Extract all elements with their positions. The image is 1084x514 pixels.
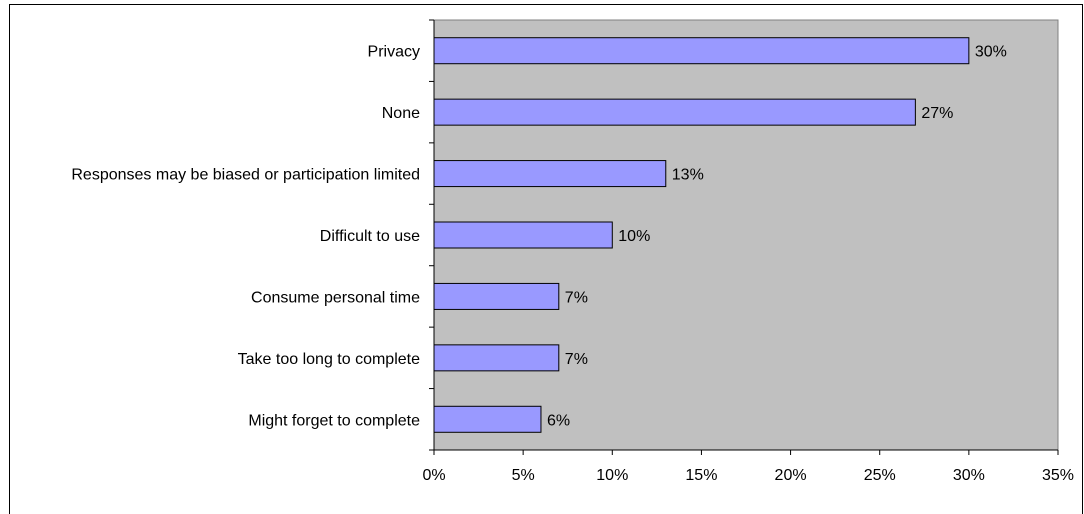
bar — [433, 221, 613, 249]
bar — [433, 405, 542, 433]
bar — [433, 37, 970, 65]
category-label: Consume personal time — [251, 289, 420, 306]
data-label: 27% — [921, 105, 953, 122]
data-label: 6% — [547, 412, 570, 429]
bars-group: 30% 27% 13% 10% 7% 7% 6% — [433, 37, 1007, 433]
category-label: Difficult to use — [320, 228, 420, 245]
bar — [433, 282, 560, 310]
data-label: 7% — [565, 351, 588, 368]
category-label: Responses may be biased or participation… — [71, 167, 420, 184]
bar — [433, 344, 560, 372]
category-label: Take too long to complete — [238, 351, 420, 368]
category-label: Might forget to complete — [248, 412, 420, 429]
chart-frame: 30% 27% 13% 10% 7% 7% 6% Privacy None Responses … — [9, 4, 1083, 514]
bar — [433, 160, 667, 188]
x-tick-label: 10% — [596, 467, 628, 484]
x-tick-label: 20% — [775, 467, 807, 484]
data-label: 7% — [565, 289, 588, 306]
x-tick-label: 15% — [685, 467, 717, 484]
x-tick-label: 35% — [1042, 467, 1074, 484]
data-label: 10% — [618, 228, 650, 245]
category-label: None — [382, 105, 420, 122]
data-label: 13% — [672, 167, 704, 184]
y-axis: Privacy None Responses may be biased or pa… — [71, 19, 435, 451]
category-label: Privacy — [368, 44, 420, 61]
x-axis: 0% 5% 10% 15% 20% 25% 30% 35% — [422, 449, 1074, 484]
bar-chart: 30% 27% 13% 10% 7% 7% 6% Privacy None Responses … — [71, 19, 1074, 484]
x-tick-label: 30% — [953, 467, 985, 484]
bar — [433, 98, 916, 126]
data-label: 30% — [975, 44, 1007, 61]
x-tick-label: 0% — [422, 467, 445, 484]
x-tick-label: 5% — [512, 467, 535, 484]
x-tick-label: 25% — [864, 467, 896, 484]
